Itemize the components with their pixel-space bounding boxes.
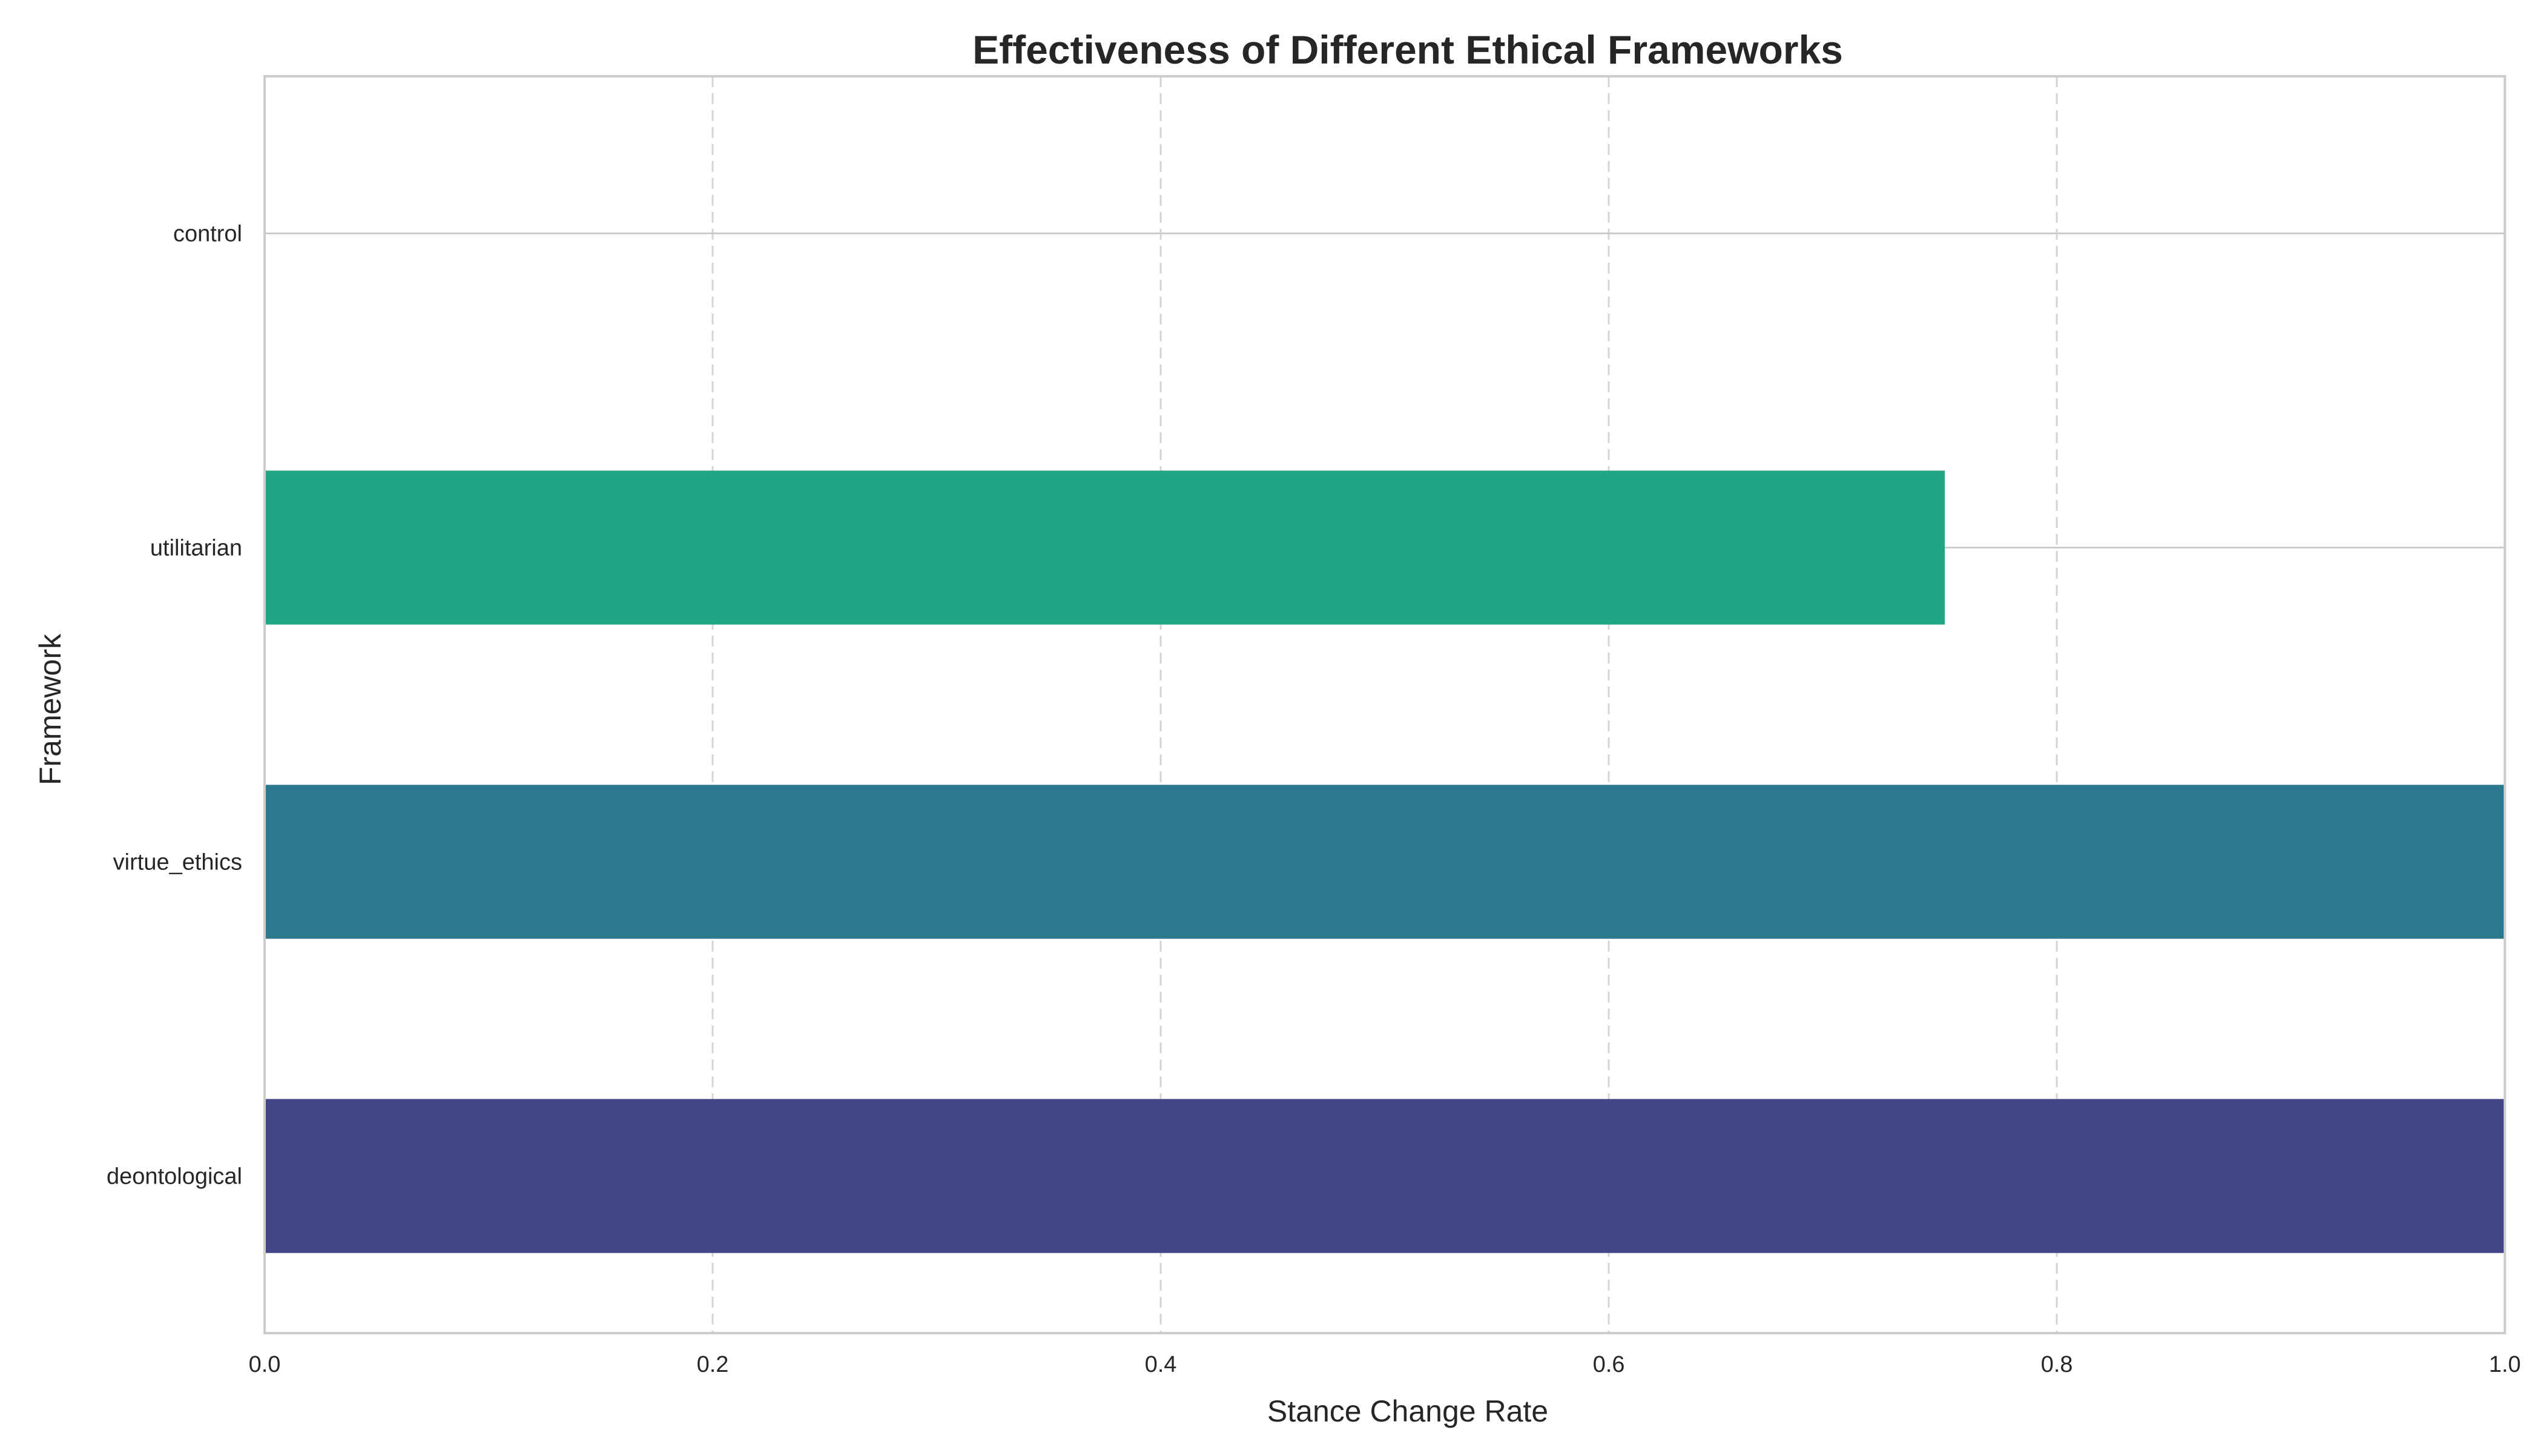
tick-labels: 0.0 0.2 0.4 0.6 0.8 1.0 control utilitarian virt… xyxy=(107,222,2521,1378)
y-tick-label: control xyxy=(173,222,242,247)
x-tick-label: 0.6 xyxy=(1593,1352,1625,1377)
y-tick-label: deontological xyxy=(107,1164,242,1190)
bars xyxy=(265,470,2505,1253)
x-tick-label: 0.2 xyxy=(697,1352,729,1377)
y-tick-label: virtue_ethics xyxy=(113,850,242,875)
x-tick-label: 0.0 xyxy=(249,1352,281,1377)
plot-frame xyxy=(263,75,2506,1334)
x-tick-label: 1.0 xyxy=(2489,1352,2521,1377)
x-axis-label: Stance Change Rate xyxy=(1267,1394,1548,1428)
y-axis-label: Framework xyxy=(33,633,67,785)
chart-title: Effectiveness of Different Ethical Frame… xyxy=(972,27,1843,72)
bar-utilitarian xyxy=(265,470,1945,625)
x-tick-label: 0.8 xyxy=(2041,1352,2073,1377)
bar-virtue-ethics xyxy=(265,785,2505,939)
bar-deontological xyxy=(265,1099,2505,1253)
x-tick-label: 0.4 xyxy=(1145,1352,1177,1377)
y-tick-label: utilitarian xyxy=(150,536,242,561)
